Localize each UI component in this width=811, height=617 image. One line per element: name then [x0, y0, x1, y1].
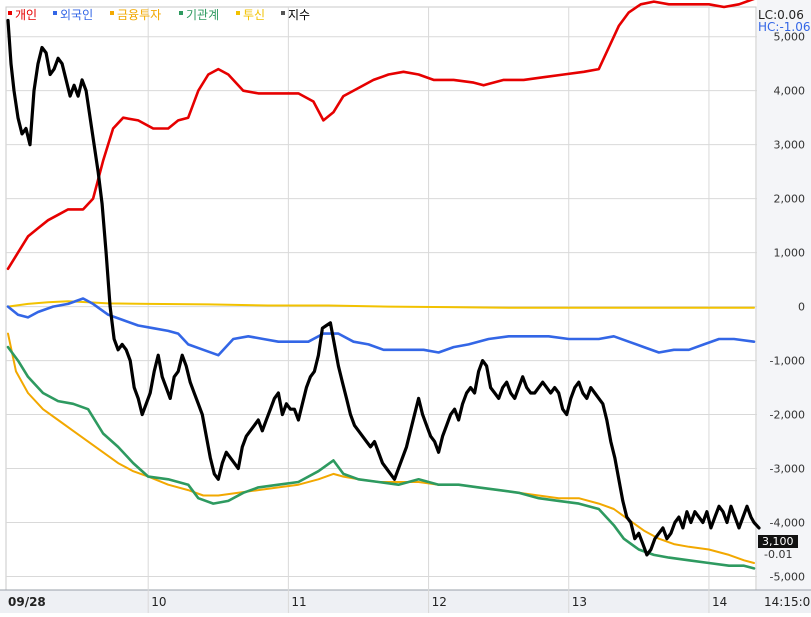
legend-label-trust: 투신	[243, 8, 265, 22]
index-value-marker: 3,100	[758, 535, 798, 548]
index-value-label: 3,100	[762, 535, 794, 548]
lc-label: LC:0.06	[758, 8, 804, 22]
plot-area	[5, 6, 757, 591]
legend-swatch-financial	[110, 11, 114, 15]
legend-swatch-individual	[8, 11, 12, 15]
x-tick-label: 14	[712, 595, 727, 609]
y-tick-label: 2,000	[774, 193, 806, 206]
x-axis-panel	[0, 590, 811, 613]
legend-label-index: 지수	[288, 8, 310, 22]
y-axis-ticks: 5,000 4,000 3,000 2,000 1,000 0 -1,000 -2,000 -3…	[770, 31, 805, 584]
y-tick-label: -1,000	[770, 355, 805, 368]
legend-swatch-institution	[179, 11, 183, 15]
y-tick-label: -4,000	[770, 517, 805, 530]
series-line-institution	[6, 345, 756, 570]
y-tick-label: 5,000	[774, 31, 806, 44]
legend-label-foreign: 외국인	[60, 8, 93, 22]
x-tick-label: 09/28	[8, 595, 46, 609]
legend-label-institution: 기관계	[186, 8, 219, 22]
y-tick-label: 3,000	[774, 139, 806, 152]
series-line-trust	[7, 300, 755, 309]
y-tick-label: 4,000	[774, 85, 806, 98]
series-layer	[6, 0, 761, 570]
y-tick-label: 0	[798, 301, 805, 314]
legend-label-individual: 개인	[15, 8, 37, 22]
y-tick-label: 1,000	[774, 247, 806, 260]
legend-swatch-trust	[236, 11, 240, 15]
x-tick-label: 10	[151, 595, 166, 609]
x-axis-ticks: 09/28 10 11 12 13 14	[8, 595, 727, 609]
grid-vertical	[147, 7, 710, 613]
x-tick-label: 11	[291, 595, 306, 609]
legend: 개인 외국인 금융투자 기관계 투신 지수	[8, 8, 310, 22]
y-tick-label: -5,000	[770, 571, 805, 584]
series-line-individual	[6, 0, 755, 271]
legend-label-financial: 금융투자	[117, 8, 161, 22]
x-tick-label: 13	[572, 595, 587, 609]
series-line-index	[6, 18, 761, 557]
y-tick-label: -2,000	[770, 409, 805, 422]
y-tick-label: -3,000	[770, 463, 805, 476]
legend-swatch-index	[281, 11, 285, 15]
time-label: 14:15:0	[764, 595, 810, 609]
x-tick-label: 12	[432, 595, 447, 609]
legend-swatch-foreign	[53, 11, 57, 15]
hc-label: HC:-1.06	[758, 20, 811, 34]
y-axis-panel	[757, 0, 811, 590]
stock-value-label: -0.01	[764, 548, 792, 561]
